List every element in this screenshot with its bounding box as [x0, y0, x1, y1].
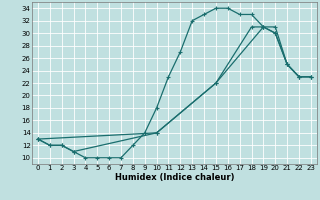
X-axis label: Humidex (Indice chaleur): Humidex (Indice chaleur)	[115, 173, 234, 182]
